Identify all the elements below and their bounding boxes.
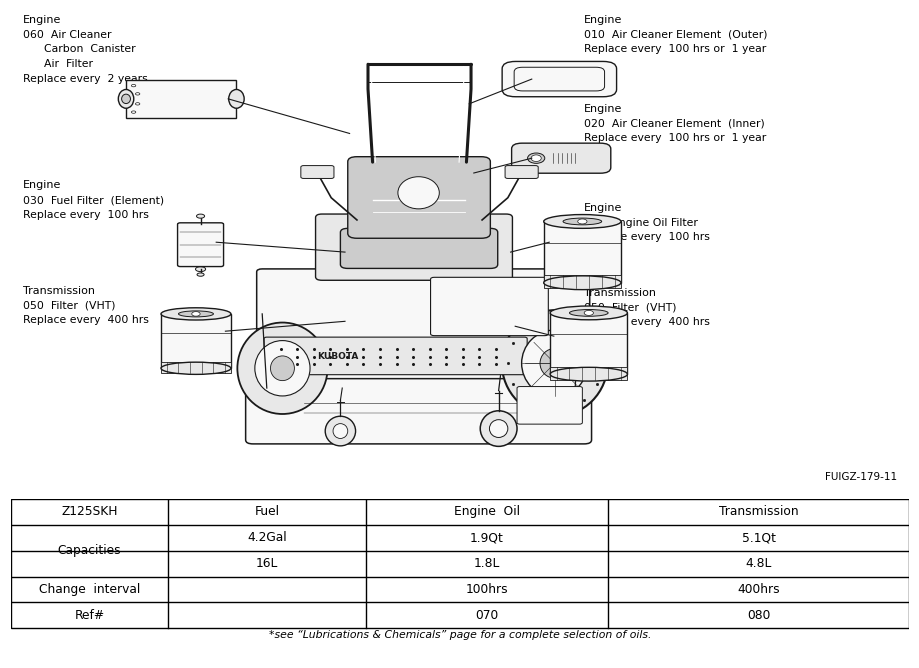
FancyBboxPatch shape <box>340 228 497 269</box>
FancyBboxPatch shape <box>430 277 548 335</box>
Text: 010  Air Cleaner Element  (Outer): 010 Air Cleaner Element (Outer) <box>584 29 766 39</box>
Ellipse shape <box>480 411 516 446</box>
Text: FUIGZ-179-11: FUIGZ-179-11 <box>824 472 896 482</box>
Circle shape <box>577 219 586 224</box>
Ellipse shape <box>530 155 540 162</box>
Ellipse shape <box>502 310 607 416</box>
Ellipse shape <box>161 362 231 374</box>
Text: Change  interval: Change interval <box>39 583 140 596</box>
Text: 4.2Gal: 4.2Gal <box>247 531 287 544</box>
Bar <box>126 80 236 118</box>
Ellipse shape <box>121 94 130 104</box>
Circle shape <box>135 93 140 95</box>
FancyBboxPatch shape <box>505 166 538 178</box>
Text: Carbon  Canister: Carbon Canister <box>23 45 135 55</box>
Bar <box>543 275 620 288</box>
Text: 060  Air Cleaner: 060 Air Cleaner <box>23 29 111 39</box>
Ellipse shape <box>197 273 204 277</box>
Bar <box>161 361 231 373</box>
Ellipse shape <box>539 349 569 378</box>
Text: 040  Engine Oil Filter: 040 Engine Oil Filter <box>584 218 698 228</box>
FancyBboxPatch shape <box>177 223 223 267</box>
Text: 5.1Qt: 5.1Qt <box>741 531 775 544</box>
Text: Replace every  100 hrs: Replace every 100 hrs <box>584 232 709 242</box>
Text: 1.8L: 1.8L <box>473 557 500 570</box>
Ellipse shape <box>550 306 627 320</box>
Bar <box>550 367 627 379</box>
FancyBboxPatch shape <box>315 214 512 281</box>
Text: Air  Filter: Air Filter <box>23 59 93 69</box>
FancyBboxPatch shape <box>347 157 490 238</box>
Ellipse shape <box>543 276 620 290</box>
Ellipse shape <box>178 311 213 317</box>
FancyBboxPatch shape <box>301 166 334 178</box>
Text: Transmission: Transmission <box>23 286 95 296</box>
Text: Replace every  2 years: Replace every 2 years <box>23 74 148 84</box>
Text: 4.8L: 4.8L <box>744 557 771 570</box>
Text: Replace every  100 hrs or  1 year: Replace every 100 hrs or 1 year <box>584 45 766 55</box>
Text: Engine: Engine <box>23 15 62 25</box>
Circle shape <box>584 311 593 315</box>
FancyBboxPatch shape <box>245 364 591 444</box>
Text: Ref#: Ref# <box>74 609 105 622</box>
Ellipse shape <box>197 214 204 218</box>
Ellipse shape <box>521 330 587 397</box>
Text: Replace every  400 hrs: Replace every 400 hrs <box>584 317 709 327</box>
Text: 030  Fuel Filter  (Element): 030 Fuel Filter (Element) <box>23 195 164 205</box>
Text: 050  Filter  (VHT): 050 Filter (VHT) <box>584 303 676 313</box>
Bar <box>161 314 231 368</box>
Text: Replace every  100 hrs or  1 year: Replace every 100 hrs or 1 year <box>584 134 766 144</box>
Bar <box>543 222 620 283</box>
Text: Transmission: Transmission <box>584 288 655 298</box>
Ellipse shape <box>333 424 347 438</box>
FancyBboxPatch shape <box>264 337 527 375</box>
Text: 100hrs: 100hrs <box>465 583 507 596</box>
Text: 1.9Qt: 1.9Qt <box>470 531 504 544</box>
FancyBboxPatch shape <box>516 387 582 424</box>
Ellipse shape <box>237 323 327 414</box>
Text: 16L: 16L <box>255 557 278 570</box>
Ellipse shape <box>543 214 620 228</box>
Text: Replace every  400 hrs: Replace every 400 hrs <box>23 315 149 325</box>
FancyBboxPatch shape <box>511 143 610 173</box>
Ellipse shape <box>270 356 294 381</box>
Ellipse shape <box>229 90 244 108</box>
Text: *see “Lubrications & Chemicals” page for a complete selection of oils.: *see “Lubrications & Chemicals” page for… <box>268 630 651 640</box>
Text: Engine  Oil: Engine Oil <box>453 506 519 518</box>
Circle shape <box>135 103 140 105</box>
Text: Engine: Engine <box>584 202 622 212</box>
Ellipse shape <box>161 308 231 320</box>
Ellipse shape <box>119 90 133 108</box>
Ellipse shape <box>255 341 310 396</box>
Ellipse shape <box>569 309 607 316</box>
Ellipse shape <box>196 267 206 272</box>
Ellipse shape <box>325 416 356 446</box>
Circle shape <box>191 312 200 316</box>
Ellipse shape <box>562 218 601 225</box>
Text: 080: 080 <box>746 609 769 622</box>
Text: Transmission: Transmission <box>718 506 798 518</box>
Bar <box>550 313 627 374</box>
Text: Engine: Engine <box>584 104 622 114</box>
FancyBboxPatch shape <box>514 67 604 91</box>
Text: 070: 070 <box>475 609 498 622</box>
Text: KUBOTA: KUBOTA <box>317 353 358 361</box>
Circle shape <box>131 111 136 114</box>
Text: Replace every  100 hrs: Replace every 100 hrs <box>23 210 149 220</box>
FancyBboxPatch shape <box>502 61 616 97</box>
Ellipse shape <box>550 367 627 381</box>
Ellipse shape <box>398 177 439 209</box>
Text: Capacities: Capacities <box>58 544 121 557</box>
Text: Engine: Engine <box>23 180 62 190</box>
Text: Z125SKH: Z125SKH <box>62 506 118 518</box>
Text: 050  Filter  (VHT): 050 Filter (VHT) <box>23 301 116 311</box>
Text: 400hrs: 400hrs <box>736 583 779 596</box>
Circle shape <box>131 84 136 87</box>
Text: Fuel: Fuel <box>255 506 279 518</box>
Ellipse shape <box>489 420 507 438</box>
FancyBboxPatch shape <box>256 269 589 379</box>
Ellipse shape <box>527 153 544 164</box>
Text: Engine: Engine <box>584 15 622 25</box>
Text: 020  Air Cleaner Element  (Inner): 020 Air Cleaner Element (Inner) <box>584 119 764 129</box>
